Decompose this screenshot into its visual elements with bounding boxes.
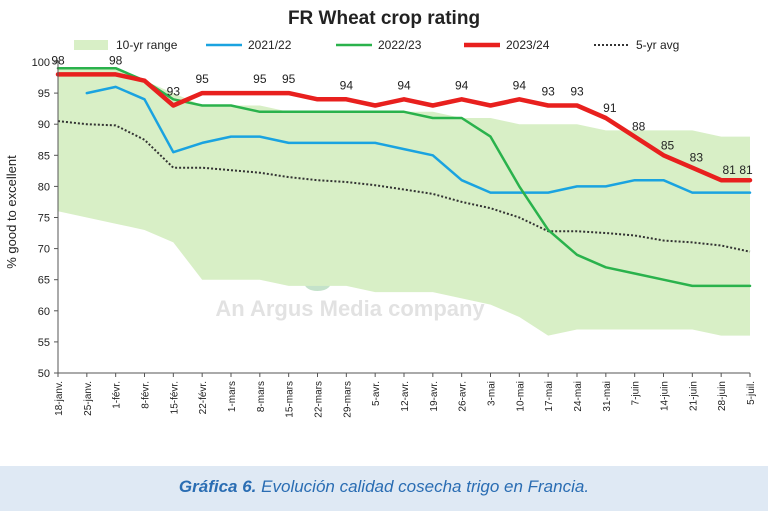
x-tick-label: 28-juin <box>717 381 728 411</box>
range-band <box>58 68 750 336</box>
data-label: 94 <box>455 78 469 92</box>
x-tick-label: 26-avr. <box>458 381 469 412</box>
legend-label: 2022/23 <box>378 38 422 52</box>
data-label: 83 <box>690 151 704 165</box>
x-tick-label: 18-janv. <box>54 381 65 416</box>
x-tick-label: 25-janv. <box>83 381 94 416</box>
data-labels-layer: 98 98 93 95 95 95 94 94 94 94 93 93 91 88 85 83 81 81 <box>51 53 753 177</box>
x-tick-label: 5-juil. <box>746 381 757 405</box>
x-tick-label: 24-mai <box>573 381 584 412</box>
data-label: 93 <box>541 85 555 99</box>
series-line-2 <box>55 72 753 183</box>
x-tick-label: 22-mars <box>314 381 325 418</box>
chart-figure: FR Wheat crop rating 10-yr range 2021/22 2… <box>0 0 768 466</box>
x-tick-label: 21-juin <box>688 381 699 411</box>
x-tick-label: 17-mai <box>544 381 555 412</box>
x-tick-label: 29-mars <box>342 381 353 418</box>
y-axis-label: % good to excellent <box>4 155 19 269</box>
legend-label: 2023/24 <box>506 38 550 52</box>
x-tick-label: 15-févr. <box>169 381 180 414</box>
x-tick-label: 31-mai <box>602 381 613 412</box>
x-tick-label: 8-mars <box>256 381 267 412</box>
x-tick-label: 15-mars <box>285 381 296 418</box>
x-tick-label: 14-juin <box>660 381 671 411</box>
data-label: 94 <box>397 78 411 92</box>
y-tick-label: 75 <box>38 213 50 225</box>
x-tick-label: 19-avr. <box>429 381 440 412</box>
y-tick-label: 65 <box>38 275 50 287</box>
y-tick-label: 90 <box>38 119 50 131</box>
series-line-0 <box>85 85 752 194</box>
axes-layer: 50 55 60 65 70 75 80 85 90 95 100 18-janv. 25-janv. 1… <box>32 57 757 418</box>
x-tick-label: 22-févr. <box>198 381 209 414</box>
legend-label: 10-yr range <box>116 38 178 52</box>
data-label: 98 <box>109 53 123 67</box>
data-label: 95 <box>195 72 209 86</box>
legend-label: 5-yr avg <box>636 38 679 52</box>
data-label: 98 <box>51 53 65 67</box>
y-tick-label: 85 <box>38 150 50 162</box>
y-tick-label: 55 <box>38 337 50 349</box>
x-tick-label: 3-mai <box>487 381 498 406</box>
range-layer <box>58 68 750 336</box>
x-tick-label: 1-févr. <box>112 381 123 409</box>
x-tick-label: 7-juin <box>631 381 642 405</box>
wheat-rating-chart: FR Wheat crop rating 10-yr range 2021/22 2… <box>4 8 757 418</box>
legend-label: 2021/22 <box>248 38 292 52</box>
agritel-tagline: An Argus Media company <box>215 296 485 321</box>
data-label: 94 <box>340 78 354 92</box>
series-line-1 <box>56 66 752 288</box>
y-tick-label: 50 <box>38 368 50 380</box>
data-label: 91 <box>603 101 617 115</box>
figure-caption: Gráfica 6. Evolución calidad cosecha tri… <box>0 477 768 497</box>
caption-text: Evolución calidad cosecha trigo en Franc… <box>256 477 590 496</box>
x-tick-label: 1-mars <box>227 381 238 412</box>
x-tick-label: 8-févr. <box>141 381 152 409</box>
series-layer <box>55 66 753 288</box>
data-label: 81 <box>722 163 736 177</box>
data-label: 95 <box>282 72 296 86</box>
x-tick-label: 12-avr. <box>400 381 411 412</box>
data-label: 95 <box>253 72 267 86</box>
legend-swatch <box>74 40 108 50</box>
chart-title: FR Wheat crop rating <box>288 8 480 29</box>
data-label: 93 <box>570 85 584 99</box>
data-label: 81 <box>739 163 753 177</box>
data-label: 93 <box>167 85 181 99</box>
y-tick-label: 60 <box>38 306 50 318</box>
x-tick-label: 10-mai <box>515 381 526 412</box>
x-tick-label: 5-avr. <box>371 381 382 406</box>
chart-legend: 10-yr range 2021/22 2022/23 2023/24 5-yr avg <box>74 38 679 52</box>
y-tick-label: 100 <box>32 57 50 69</box>
data-label: 88 <box>632 120 646 134</box>
caption-band <box>0 466 768 511</box>
y-tick-label: 70 <box>38 244 50 256</box>
data-label: 85 <box>661 138 675 152</box>
y-tick-label: 95 <box>38 88 50 100</box>
data-label: 94 <box>513 78 527 92</box>
caption-lead: Gráfica 6. <box>178 477 257 496</box>
y-tick-label: 80 <box>38 181 50 193</box>
